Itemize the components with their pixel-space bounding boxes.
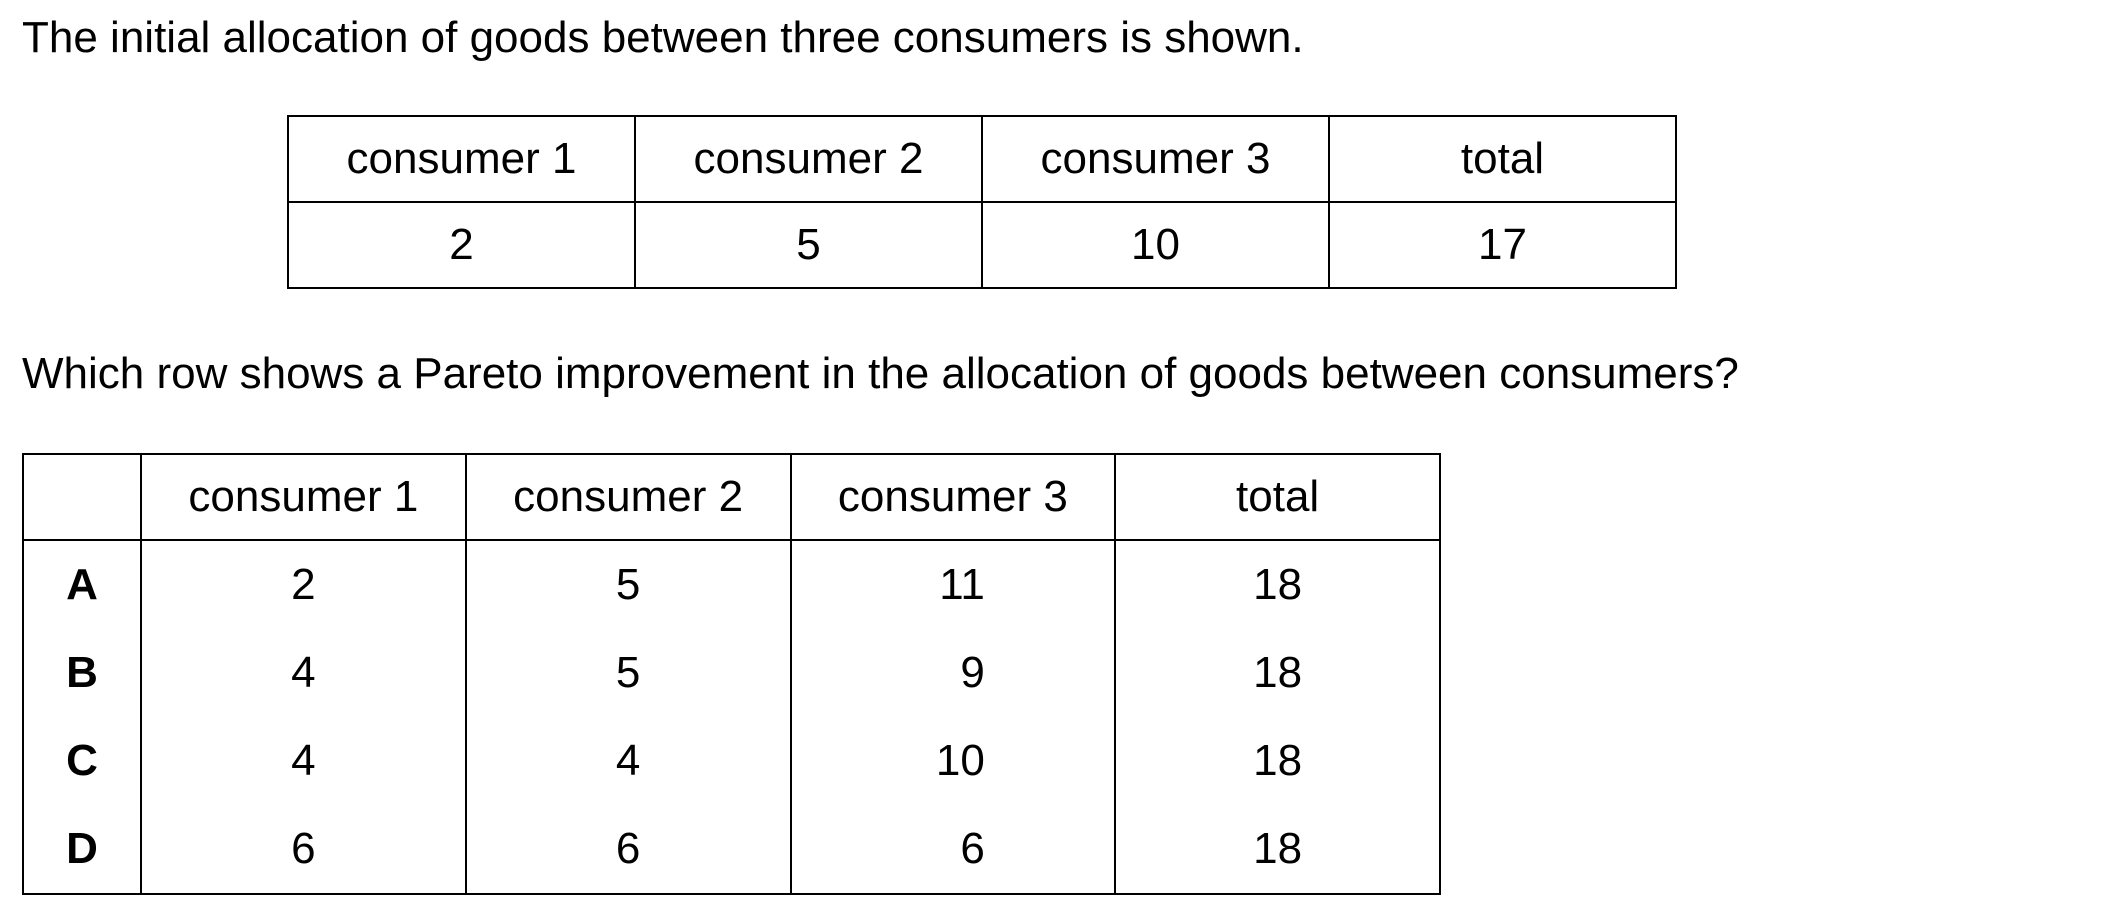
cell-consumer-1: 6 (140, 805, 467, 895)
cell-consumer-2: 5 (464, 539, 792, 629)
header-consumer-2: consumer 2 (634, 115, 983, 203)
table-row: D 6 6 6 18 (22, 805, 1441, 895)
header-consumer-2: consumer 2 (464, 453, 792, 541)
cell-consumer-3-value: 6 (960, 824, 985, 873)
row-label: C (22, 717, 142, 805)
table-row: C 4 4 10 18 (22, 717, 1441, 805)
cell-consumer-3: 11 (789, 539, 1117, 629)
cell-consumer-1: 4 (140, 717, 467, 805)
cell-consumer-1: 2 (140, 539, 467, 629)
cell-total: 18 (1114, 717, 1441, 805)
cell-consumer-3: 9 (789, 629, 1117, 717)
table-row: 2 5 10 17 (287, 201, 1677, 289)
cell-consumer-2: 5 (464, 629, 792, 717)
row-label: D (22, 805, 142, 895)
cell-consumer-3-value: 11 (939, 560, 985, 609)
table-header-row: consumer 1 consumer 2 consumer 3 total (22, 453, 1441, 541)
cell-consumer-3-value: 9 (960, 648, 985, 697)
table-row: B 4 5 9 18 (22, 629, 1441, 717)
cell-consumer-3: 6 (789, 805, 1117, 895)
header-total: total (1328, 115, 1677, 203)
header-total: total (1114, 453, 1441, 541)
table-header-row: consumer 1 consumer 2 consumer 3 total (287, 115, 1677, 203)
header-blank (22, 453, 142, 541)
value-consumer-2: 5 (634, 201, 983, 289)
row-label: A (22, 539, 142, 629)
header-consumer-3: consumer 3 (981, 115, 1330, 203)
value-consumer-1: 2 (287, 201, 636, 289)
intro-text: The initial allocation of goods between … (22, 13, 1304, 62)
cell-consumer-2: 6 (464, 805, 792, 895)
options-table: consumer 1 consumer 2 consumer 3 total A… (22, 453, 1441, 895)
cell-consumer-1: 4 (140, 629, 467, 717)
cell-consumer-3: 10 (789, 717, 1117, 805)
cell-total: 18 (1114, 805, 1441, 895)
header-consumer-1: consumer 1 (287, 115, 636, 203)
value-consumer-3: 10 (981, 201, 1330, 289)
cell-total: 18 (1114, 629, 1441, 717)
cell-consumer-3-value: 10 (935, 736, 985, 785)
initial-allocation-table: consumer 1 consumer 2 consumer 3 total 2… (287, 115, 1677, 289)
header-consumer-3: consumer 3 (789, 453, 1117, 541)
question-text: Which row shows a Pareto improvement in … (22, 349, 1739, 398)
row-label: B (22, 629, 142, 717)
table-row: A 2 5 11 18 (22, 539, 1441, 629)
cell-total: 18 (1114, 539, 1441, 629)
cell-consumer-2: 4 (464, 717, 792, 805)
value-total: 17 (1328, 201, 1677, 289)
header-consumer-1: consumer 1 (140, 453, 467, 541)
